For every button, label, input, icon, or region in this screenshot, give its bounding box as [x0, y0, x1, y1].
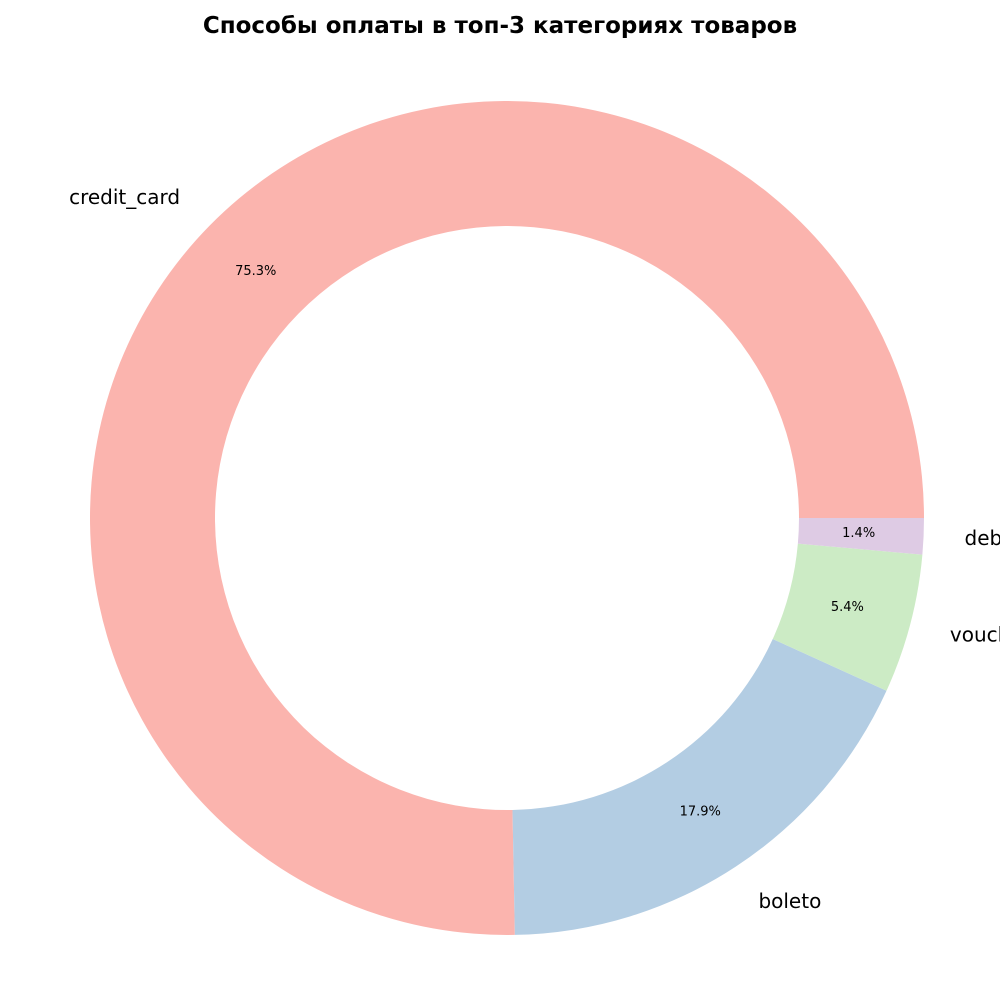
- slice-boleto: [512, 638, 887, 935]
- pct-label-debit-card: 1.4%: [842, 526, 875, 541]
- slice-voucher: [772, 543, 923, 691]
- pct-label-boleto: 17.9%: [680, 805, 721, 820]
- slices-group: [90, 101, 924, 935]
- slice-label-boleto: boleto: [758, 889, 821, 913]
- pct-label-credit-card: 75.3%: [235, 264, 276, 279]
- pct-label-voucher: 5.4%: [831, 600, 864, 615]
- labels-group: 75.3% credit_card 17.9% boleto 5.4% voucher 1.…: [69, 185, 1000, 913]
- slice-label-voucher: voucher: [950, 623, 1000, 647]
- slice-label-credit-card: credit_card: [69, 185, 180, 209]
- chart-title: Способы оплаты в топ-3 категориях товаро…: [202, 13, 798, 39]
- slice-label-debit-card: debit_card: [965, 526, 1000, 550]
- slice-credit-card: [90, 101, 924, 935]
- slice-debit-card: [797, 518, 924, 555]
